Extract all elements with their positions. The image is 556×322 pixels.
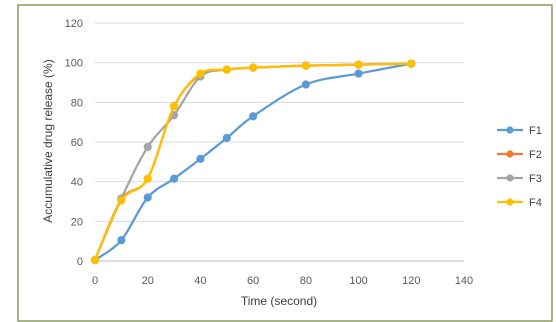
data-point-f1 [143,193,152,202]
legend-item-f2: F2 [497,149,542,161]
data-point-f4 [222,65,231,74]
data-point-f1 [301,80,310,89]
y-tick-label: 60 [71,137,83,149]
data-point-f3 [143,142,152,152]
chart-frame [17,4,553,322]
legend-marker-f1 [506,126,514,134]
data-point-f1 [117,236,126,245]
x-tick-label: 40 [194,275,206,287]
data-point-f4 [407,59,416,68]
x-tick-label: 80 [300,275,312,287]
legend-marker-f2 [506,150,514,158]
y-axis-title: Accumulative drug release (%) [41,59,55,222]
legend-item-f3: F3 [497,173,542,185]
series [90,59,416,265]
y-tick-label: 120 [65,18,83,30]
y-tick-label: 80 [71,97,83,109]
grid [95,22,464,262]
legend-label-f4: F4 [529,197,542,209]
series-f4 [90,59,416,265]
data-point-f4 [117,196,126,205]
legend-label-f2: F2 [529,149,542,161]
data-point-f1 [169,174,179,183]
legend-label-f3: F3 [529,173,542,185]
y-tick-label: 100 [65,58,83,70]
data-point-f4 [196,69,205,78]
data-point-f4 [143,174,152,183]
x-tick-label: 20 [142,275,154,287]
x-tick-label: 60 [247,275,259,287]
x-tick-label: 100 [349,275,367,287]
data-point-f1 [354,69,363,78]
series-line-f1 [94,62,412,261]
x-tick-label: 120 [402,275,420,287]
y-tick-label: 0 [77,256,83,268]
x-axis-title: Time (second) [241,294,317,308]
data-point-f1 [249,112,258,121]
x-tick-label: 140 [455,275,473,287]
legend: F1 F2 F3 F4 [497,125,542,209]
legend-item-f4: F4 [497,197,542,209]
legend-label-f1: F1 [529,125,542,137]
data-point-f1 [222,133,231,143]
data-point-f4 [90,255,100,265]
data-point-f1 [196,154,205,163]
series-line-f4 [93,62,412,261]
y-tick-label: 40 [71,177,83,189]
legend-item-f1: F1 [497,125,542,137]
y-tick-label: 20 [71,216,83,228]
data-point-f4 [301,61,310,70]
tick-labels: 0 20 40 60 80 100 120 0 20 40 60 80 100 120 140 [65,18,474,287]
legend-marker-f3 [506,174,514,182]
x-tick-label: 0 [92,275,98,287]
data-point-f4 [249,63,258,72]
data-point-f4 [169,102,179,111]
data-point-f4 [354,60,363,69]
legend-marker-f4 [506,198,514,206]
